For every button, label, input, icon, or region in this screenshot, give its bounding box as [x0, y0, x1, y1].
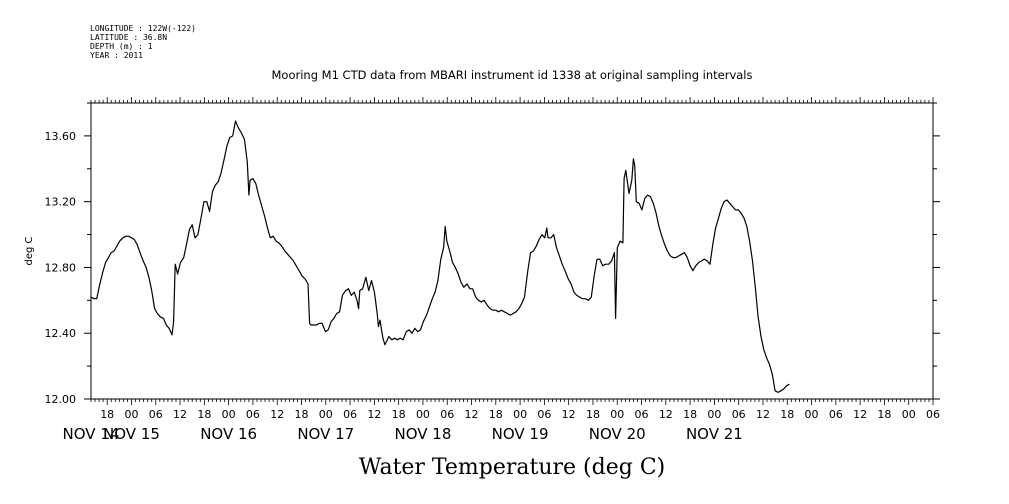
x-tick-label: 12 [465, 408, 479, 421]
x-tick-label: 18 [295, 408, 309, 421]
x-axis-label: Water Temperature (deg C) [359, 455, 666, 480]
longitude-label: LONGITUDE : 122W(-122) [90, 24, 196, 33]
x-date-label: NOV 19 [492, 425, 549, 443]
x-tick-label: 00 [416, 408, 430, 421]
x-tick-label: 00 [902, 408, 916, 421]
x-tick-label: 00 [513, 408, 527, 421]
x-tick-label: 06 [149, 408, 163, 421]
x-tick-label: 12 [659, 408, 673, 421]
x-tick-label: 00 [124, 408, 138, 421]
x-tick-label: 12 [562, 408, 576, 421]
y-tick-label: 12.40 [45, 327, 77, 340]
x-tick-label: 12 [756, 408, 770, 421]
x-tick-label: 06 [246, 408, 260, 421]
x-tick-label: 12 [853, 408, 867, 421]
x-tick-label: 06 [829, 408, 843, 421]
x-tick-label: 18 [392, 408, 406, 421]
x-tick-label: 18 [489, 408, 503, 421]
x-tick-label: 06 [732, 408, 746, 421]
x-tick-label: 06 [635, 408, 649, 421]
x-tick-label: 18 [683, 408, 697, 421]
x-date-label: NOV 16 [200, 425, 257, 443]
x-date-label: NOV 17 [297, 425, 354, 443]
temperature-series-line [90, 120, 790, 393]
y-tick-label: 13.60 [45, 130, 77, 143]
x-tick-label: 12 [270, 408, 284, 421]
x-date-label: NOV 21 [686, 425, 743, 443]
x-date-label: NOV 20 [589, 425, 646, 443]
x-tick-label: 00 [707, 408, 721, 421]
x-tick-label: 18 [586, 408, 600, 421]
x-tick-label: 00 [805, 408, 819, 421]
x-date-label: NOV 18 [394, 425, 451, 443]
x-tick-label: 12 [367, 408, 381, 421]
depth-label: DEPTH (m) : 1 [90, 42, 153, 51]
x-date-label: NOV 15 [103, 425, 160, 443]
x-tick-label: 00 [319, 408, 333, 421]
x-tick-label: 18 [197, 408, 211, 421]
x-date-label: NOV 14 [63, 425, 120, 443]
x-tick-label: 06 [537, 408, 551, 421]
y-axis-label: deg C [24, 236, 35, 265]
y-tick-label: 13.20 [45, 196, 77, 209]
y-axis: 12.00 12.40 12.80 13.20 13.60 [45, 102, 940, 406]
x-tick-label: 12 [173, 408, 187, 421]
plot-frame [90, 102, 934, 400]
x-tick-label: 06 [926, 408, 940, 421]
chart-title: Mooring M1 CTD data from MBARI instrumen… [272, 68, 753, 82]
x-tick-label: 18 [877, 408, 891, 421]
x-tick-label: 06 [440, 408, 454, 421]
x-tick-label: 00 [610, 408, 624, 421]
x-tick-label: 00 [222, 408, 236, 421]
x-tick-label: 18 [100, 408, 114, 421]
latitude-label: LATITUDE : 36.8N [90, 33, 167, 42]
x-tick-label: 18 [780, 408, 794, 421]
y-tick-label: 12.80 [45, 261, 77, 274]
year-label: YEAR : 2011 [90, 51, 143, 60]
x-tick-label: 06 [343, 408, 357, 421]
y-tick-label: 12.00 [45, 393, 77, 406]
series-layer [90, 120, 790, 393]
x-axis: 18 00 06 12 18 00 06 12 18 00 06 12 18 00 06 12 18 00 06 12… [63, 97, 940, 443]
